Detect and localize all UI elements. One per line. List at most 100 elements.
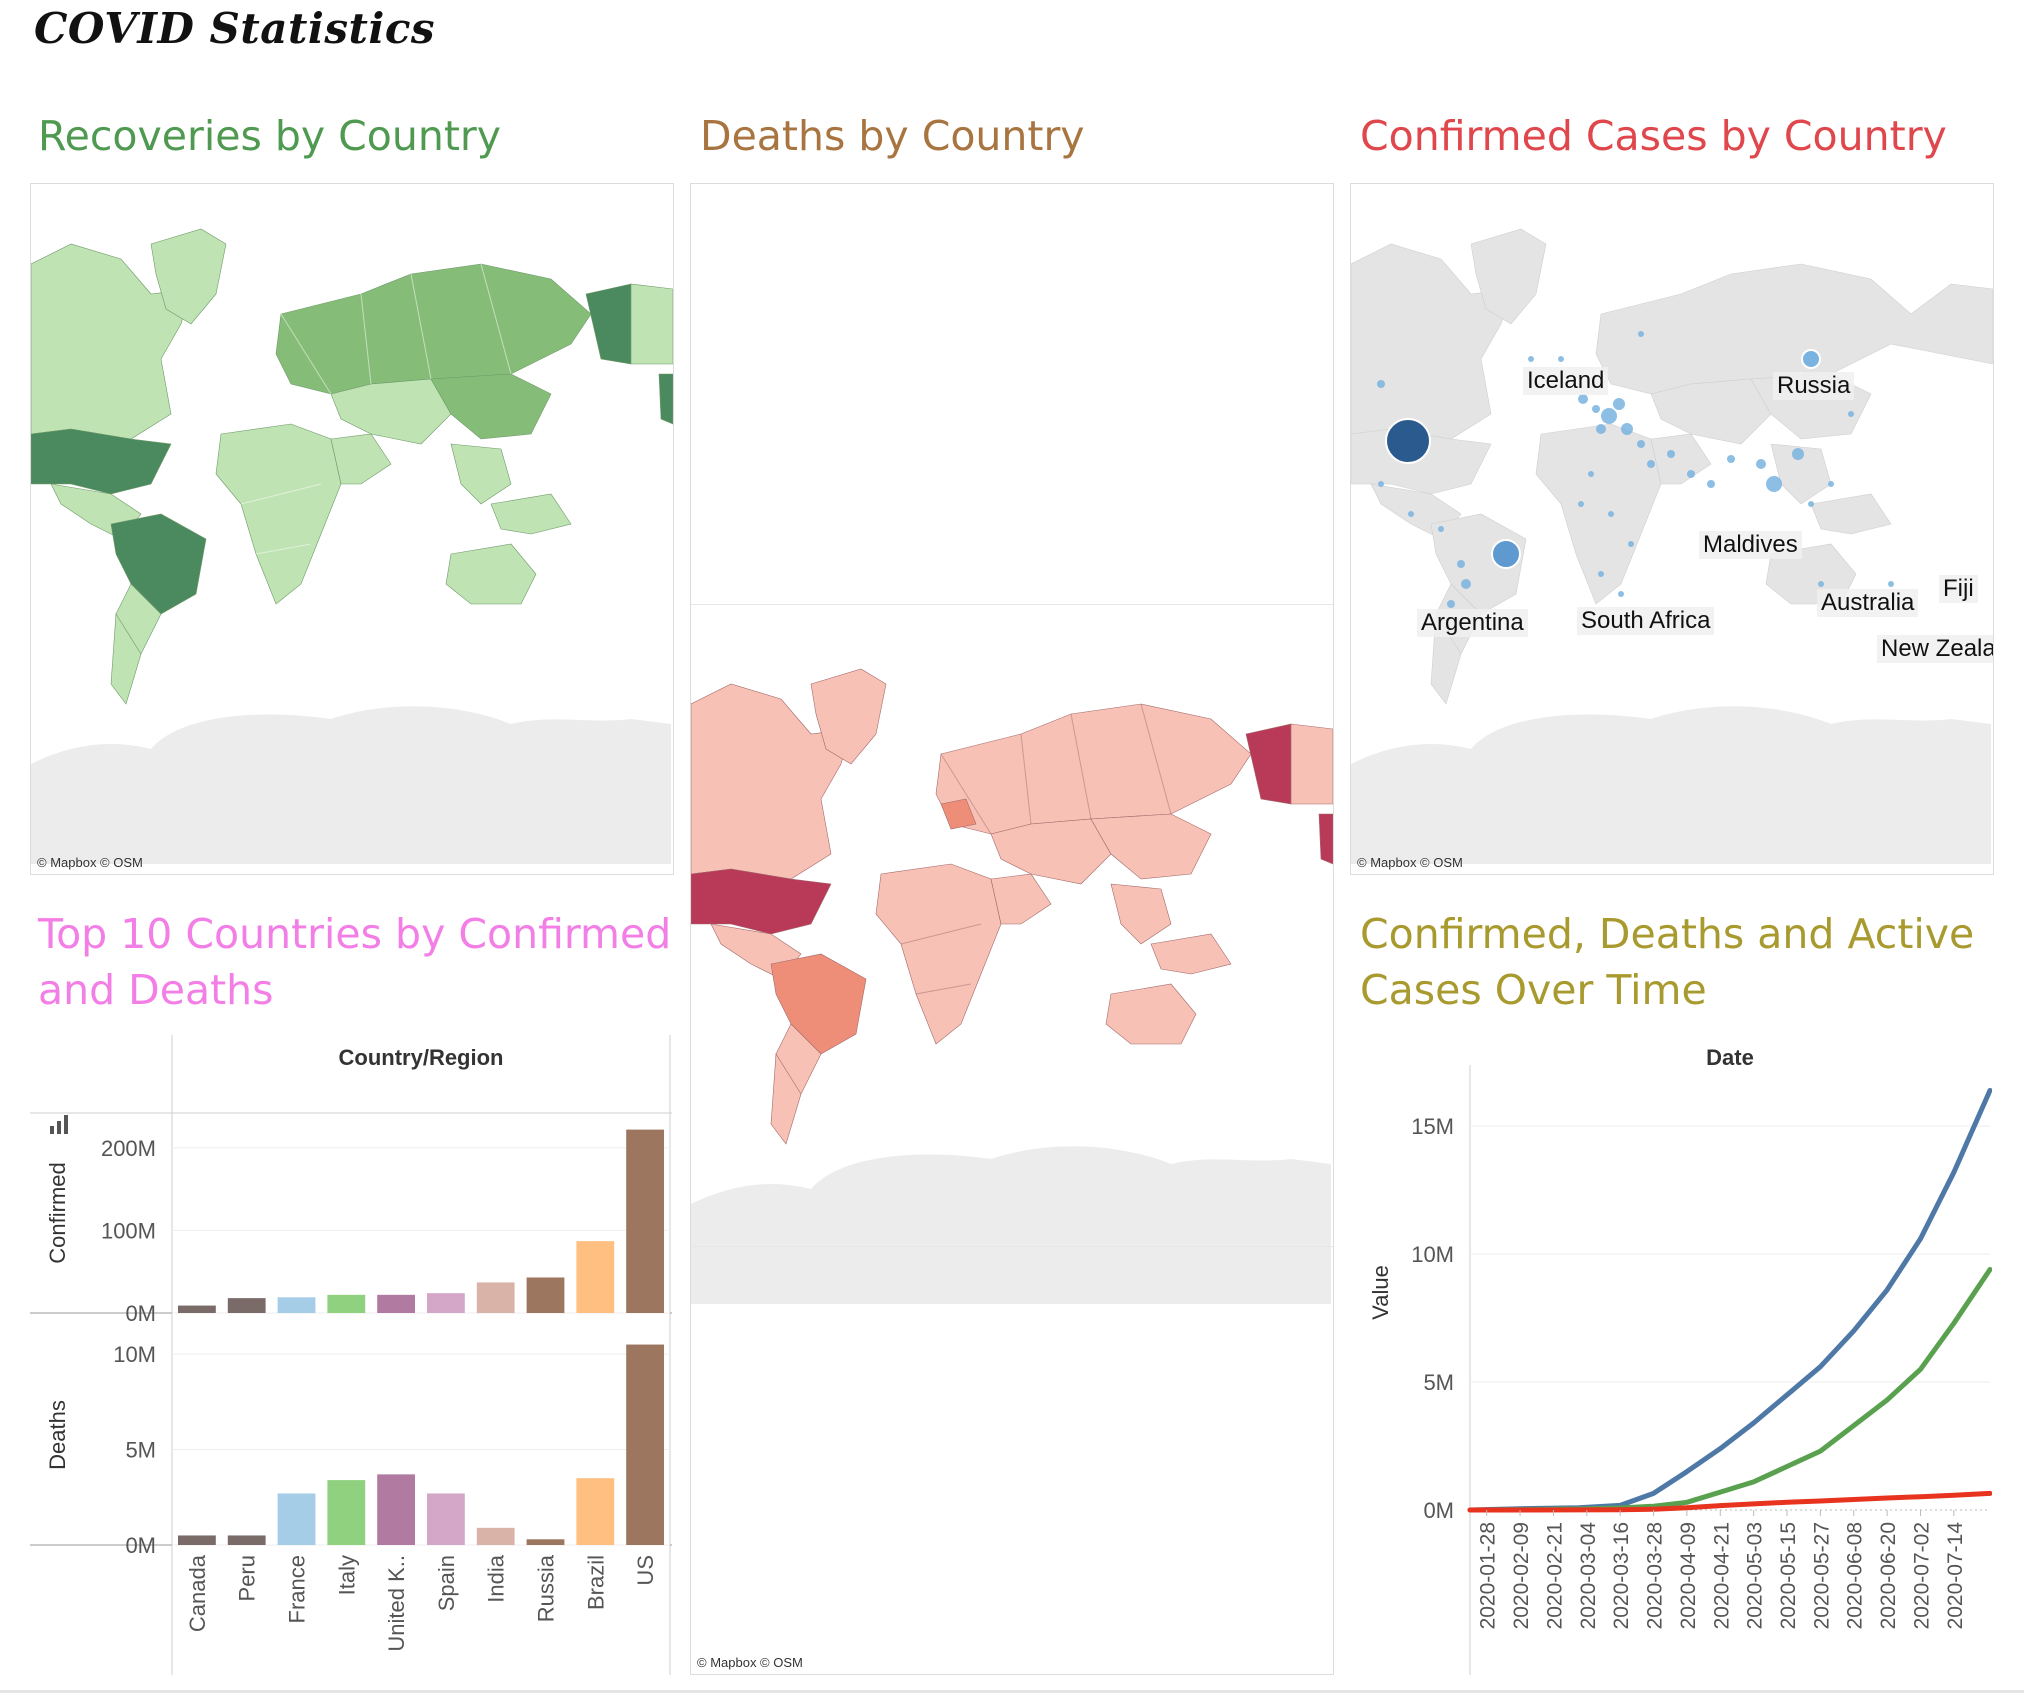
confirmed-attribution: © Mapbox © OSM: [1357, 855, 1463, 870]
map-label-argentina: Argentina: [1417, 609, 1528, 637]
map-label-iceland: Iceland: [1523, 367, 1609, 395]
confirmed-map[interactable]: Iceland Russia Maldives Argentina South …: [1350, 183, 1994, 875]
country-shape[interactable]: [110, 513, 207, 615]
x-tick-label: US: [633, 1555, 658, 1586]
x-tick-label: India: [484, 1554, 509, 1602]
y-tick-label: 100M: [101, 1218, 156, 1243]
x-tick-label: Spain: [434, 1555, 459, 1611]
bar-peru-deaths[interactable]: [227, 1535, 266, 1545]
x-tick-label: 2020-03-04: [1577, 1522, 1600, 1630]
x-axis-title: Date: [1706, 1045, 1754, 1070]
bar-spain-confirmed[interactable]: [427, 1293, 465, 1313]
country-shape[interactable]: [875, 863, 1002, 1045]
bar-france-deaths[interactable]: [277, 1493, 316, 1545]
sort-icon-bar: [50, 1126, 54, 1134]
recoveries-attribution: © Mapbox © OSM: [37, 855, 143, 870]
x-tick-label: 2020-03-16: [1610, 1522, 1633, 1629]
overtime-chart-canvas[interactable]: Date 15M 10M 5M 0M Value 2020-01-28 2020-02-09 2…: [1350, 1035, 1993, 1675]
y-axis-title: Value: [1368, 1265, 1393, 1320]
series-line-0[interactable]: [1467, 1087, 1993, 1513]
sort-icon-bar: [57, 1121, 61, 1134]
country-shape[interactable]: [691, 868, 832, 935]
country-shape[interactable]: [31, 428, 172, 495]
confirmed-bubbles: [1377, 331, 1894, 608]
y-tick-label: 5M: [125, 1438, 156, 1463]
deaths-title: Deaths by Country: [700, 112, 1085, 160]
country-shape[interactable]: [1290, 723, 1333, 805]
bar-italy-deaths[interactable]: [327, 1480, 366, 1545]
country-shape[interactable]: [1110, 883, 1172, 945]
country-shape[interactable]: [1150, 933, 1232, 975]
y-axis-title: Confirmed: [45, 1162, 70, 1263]
bar-canada-deaths[interactable]: [178, 1535, 216, 1545]
country-shape[interactable]: [990, 873, 1052, 925]
deaths-map[interactable]: © Mapbox © OSM: [690, 183, 1334, 1675]
country-shape[interactable]: [770, 953, 867, 1055]
country-shape[interactable]: [450, 443, 512, 505]
bar-russia-deaths[interactable]: [526, 1539, 565, 1545]
y-tick-label: 15M: [1411, 1114, 1454, 1139]
bar-canada-confirmed[interactable]: [178, 1305, 216, 1313]
x-tick-label: 2020-03-28: [1644, 1522, 1667, 1629]
x-tick-label: 2020-04-21: [1710, 1522, 1733, 1629]
y-tick-label: 0M: [125, 1301, 156, 1326]
x-tick-label: 2020-05-27: [1810, 1522, 1833, 1629]
overtime-title: Confirmed, Deaths and Active Cases Over …: [1360, 906, 1974, 1018]
country-shape[interactable]: [1105, 983, 1197, 1045]
country-shape[interactable]: [810, 668, 887, 765]
bar-india-deaths[interactable]: [476, 1527, 515, 1545]
recoveries-map-canvas[interactable]: [31, 184, 673, 874]
bar-russia-confirmed[interactable]: [526, 1277, 565, 1313]
top10-title-line1: Top 10 Countries by Confirmed: [38, 910, 672, 958]
bar-us-confirmed[interactable]: [626, 1129, 664, 1313]
x-tick-label: Peru: [235, 1555, 260, 1601]
top10-title: Top 10 Countries by Confirmed and Deaths: [38, 906, 671, 1018]
country-shape[interactable]: [490, 493, 572, 535]
x-tick-label: 2020-06-08: [1844, 1522, 1867, 1629]
bar-italy-confirmed[interactable]: [327, 1294, 366, 1313]
x-tick-label: 2020-05-03: [1744, 1522, 1767, 1629]
bar-unitedk-deaths[interactable]: [377, 1474, 415, 1545]
recoveries-map[interactable]: © Mapbox © OSM: [30, 183, 674, 875]
bar-brazil-deaths[interactable]: [576, 1478, 615, 1545]
country-shape[interactable]: [215, 423, 342, 605]
country-shape[interactable]: [275, 263, 592, 395]
country-shape[interactable]: [330, 378, 452, 445]
x-tick-label: United K..: [384, 1555, 409, 1652]
country-shape[interactable]: [630, 283, 673, 365]
y-tick-label: 200M: [101, 1136, 156, 1161]
x-tick-label: Brazil: [583, 1555, 608, 1610]
series-line-1[interactable]: [1467, 1267, 1993, 1513]
bar-france-confirmed[interactable]: [277, 1297, 316, 1313]
country-shape[interactable]: [940, 798, 977, 830]
country-shape[interactable]: [770, 1053, 802, 1145]
deaths-attribution: © Mapbox © OSM: [697, 1655, 803, 1670]
country-shape[interactable]: [330, 433, 392, 485]
deaths-map-canvas[interactable]: [691, 184, 1333, 1674]
bar-peru-confirmed[interactable]: [227, 1298, 266, 1313]
overtime-chart[interactable]: Date 15M 10M 5M 0M Value 2020-01-28 2020-02-09 2…: [1350, 1035, 1993, 1675]
bar-us-deaths[interactable]: [626, 1344, 664, 1545]
country-shape[interactable]: [658, 373, 673, 425]
bar-spain-deaths[interactable]: [427, 1493, 465, 1545]
map-label-south-africa: South Africa: [1577, 607, 1715, 635]
top10-chart[interactable]: Country/Region 200M 100M 0M Confirmed 10M 5M 0M…: [30, 1035, 672, 1675]
series-line-2[interactable]: [1467, 1490, 1993, 1513]
country-shape[interactable]: [1090, 813, 1212, 880]
x-tick-label: 2020-05-15: [1777, 1522, 1800, 1629]
country-shape[interactable]: [1318, 813, 1333, 865]
country-shape[interactable]: [150, 228, 227, 325]
confirmed-map-canvas[interactable]: [1351, 184, 1993, 874]
bar-india-confirmed[interactable]: [476, 1282, 515, 1313]
x-tick-label: Italy: [334, 1555, 359, 1595]
x-tick-label: 2020-02-21: [1543, 1522, 1566, 1629]
bar-unitedk-confirmed[interactable]: [377, 1294, 415, 1313]
bar-brazil-confirmed[interactable]: [576, 1241, 615, 1313]
country-shape[interactable]: [445, 543, 537, 605]
country-shape[interactable]: [990, 818, 1112, 885]
top10-title-line2: and Deaths: [38, 966, 274, 1014]
y-axis-title: Deaths: [45, 1400, 70, 1470]
y-tick-label: 0M: [1423, 1498, 1454, 1523]
top10-chart-canvas[interactable]: Country/Region 200M 100M 0M Confirmed 10M 5M 0M…: [30, 1035, 672, 1675]
country-shape[interactable]: [110, 613, 142, 705]
